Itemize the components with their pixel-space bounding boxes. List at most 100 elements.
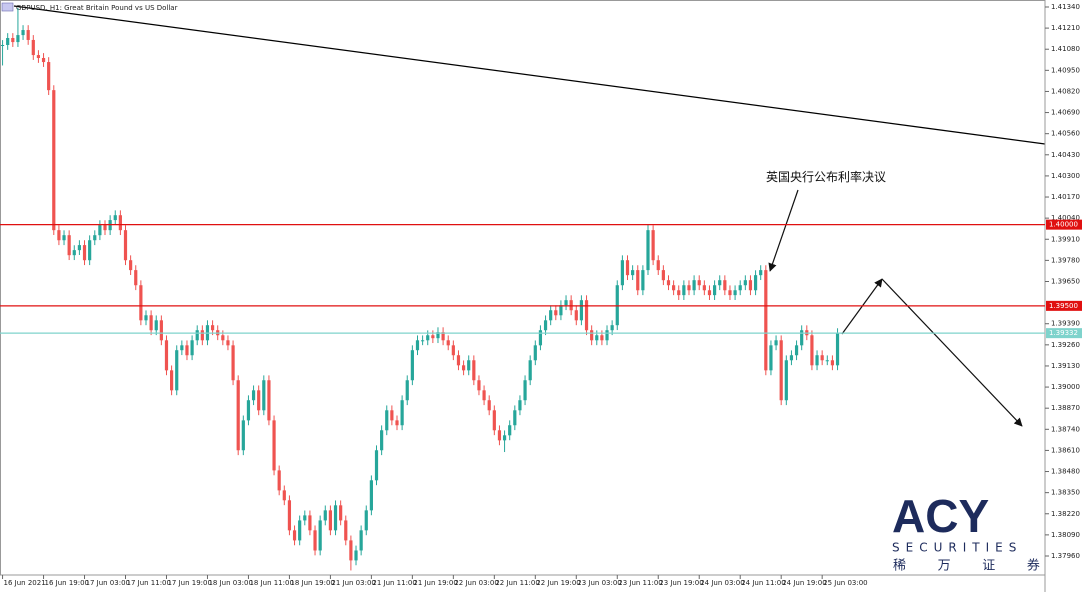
candle-body [641,270,645,291]
candle-body [313,530,317,551]
candle-body [636,270,640,291]
price-level-label: 1.39332 [1049,329,1078,337]
candle-body [47,62,51,91]
candle-body [605,330,609,341]
y-tick-label: 1.40040 [1051,214,1080,222]
candle-body [830,360,835,366]
candle-body [769,345,773,371]
candle-body [395,420,399,426]
candle-body [651,230,655,261]
candle-body [200,330,204,341]
candle-body [364,510,368,531]
candle-body [554,310,558,316]
candle-body [6,38,10,45]
candle-body [666,280,671,286]
candle-body [257,390,261,411]
x-tick-label: 18 Jun 19:00 [290,579,334,587]
candle-body [129,260,133,271]
candle-body [41,57,46,63]
candle-body [723,280,727,291]
y-tick-label: 1.39780 [1051,256,1080,264]
candle-body [738,285,742,291]
candle-body [52,90,56,231]
candle-body [251,390,256,401]
candle-body [308,515,312,531]
candle-body [354,550,358,561]
candle-body [492,410,496,431]
y-tick-label: 1.38610 [1051,446,1080,454]
candle-body [753,275,758,291]
x-tick-label: 22 Jun 11:00 [495,579,539,587]
price-level-label: 1.40000 [1049,221,1078,229]
trend-line [13,5,1046,145]
candle-body [277,470,281,491]
candle-body [800,330,804,346]
y-tick-label: 1.40430 [1051,151,1080,159]
symbol-icon [1,2,14,12]
y-tick-label: 1.38220 [1051,510,1080,518]
y-tick-label: 1.39130 [1051,362,1080,370]
candle-body [359,530,363,551]
candle-body [385,410,389,431]
candle-body [221,335,225,341]
candle-body [794,345,799,356]
candle-body [390,410,394,421]
candle-body [410,350,414,381]
logo-tagline: SECURITIES [892,541,1022,555]
candle-body [88,240,92,261]
candle-body [103,225,107,231]
candle-body [195,330,199,341]
price-level-box [1046,219,1082,230]
candle-body [549,310,553,321]
candle-body [610,325,614,331]
candle-body [139,285,143,321]
candle-body [262,380,266,411]
price-level-box [1046,328,1082,339]
candle-body [523,380,527,401]
candle-body [431,335,435,339]
price-level-box [1046,300,1082,311]
candle-body [718,280,722,286]
x-tick-label: 24 Jun 19:00 [782,579,826,587]
price-level-label: 1.39500 [1049,302,1078,310]
candle-body [226,340,230,346]
candle-body [164,340,169,371]
candle-body [82,245,87,261]
plot-frame [0,0,1046,576]
y-tick-label: 1.38350 [1051,489,1080,497]
candle-body [170,370,174,391]
candle-body [21,30,25,36]
candle-body [810,335,814,366]
candle-body [646,230,650,271]
candle-body [748,280,753,291]
candle-body [687,285,691,291]
candle-body [380,430,384,451]
candle-body [677,290,681,296]
series [0,7,840,571]
candle-body [323,510,327,521]
logo-chinese: 稀 万 证 券 [893,557,1054,572]
x-tick-label: 17 Jun 03:00 [86,579,130,587]
candle-body [93,235,97,241]
y-tick-label: 1.40560 [1051,130,1080,138]
candle-body [328,510,333,531]
candle-body [779,340,783,401]
candle-body [72,250,76,256]
candle-body [789,355,794,361]
candle-body [487,400,491,411]
candle-body [144,315,148,321]
candle-body [590,330,594,341]
y-tick-label: 1.40170 [1051,193,1080,201]
watermark: ACY SECURITIES 稀 万 证 券 [892,490,1054,572]
candle-body [759,270,763,276]
x-tick-label: 17 Jun 11:00 [127,579,171,587]
candle-body [543,320,548,331]
y-tick-label: 1.41340 [1051,3,1080,11]
candle-body [472,360,476,381]
candle-body [682,285,686,296]
candle-body [672,285,676,291]
candle-body [456,355,461,366]
candle-body [36,55,41,58]
y-tick-label: 1.38090 [1051,531,1080,539]
